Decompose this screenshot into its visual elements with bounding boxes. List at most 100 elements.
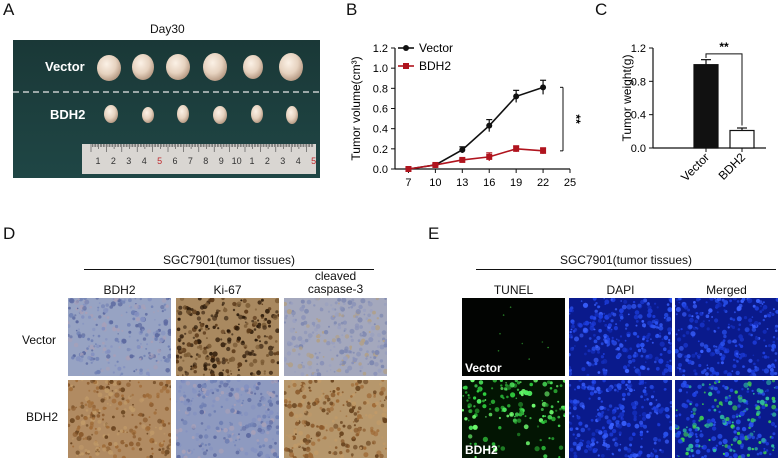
x-tick-label: 19	[510, 177, 522, 189]
panel-d-header-line	[84, 269, 374, 270]
ruler-number: 1	[249, 156, 254, 166]
data-point	[459, 146, 466, 153]
panel-e-header-line	[476, 269, 776, 270]
micrograph-texture	[68, 380, 171, 458]
panel-e-header: SGC7901(tumor tissues)	[559, 253, 693, 267]
y-tick-label: 0.8	[631, 76, 646, 88]
series-line-vector	[408, 86, 544, 170]
x-tick-label: Vector	[678, 150, 712, 184]
legend-marker	[403, 45, 409, 51]
ruler-number: 4	[296, 156, 301, 166]
ruler-number: 8	[203, 156, 208, 166]
panel-e-col-dapi: DAPI	[606, 283, 635, 297]
panel-d-col-ki67: Ki-67	[213, 283, 242, 297]
data-point	[486, 153, 493, 160]
x-tick-label: 10	[429, 177, 441, 189]
significance-stars: **	[569, 114, 583, 124]
y-tick-label: 0.6	[373, 104, 388, 116]
panel-label-a: A	[3, 0, 15, 19]
y-tick-label: 0.4	[631, 110, 646, 122]
x-tick-label: 7	[405, 177, 411, 189]
ruler-number: 6	[172, 156, 177, 166]
bdh2-tumors	[104, 105, 298, 124]
panel-d-col-caspase: cleaved caspase-3	[307, 269, 364, 296]
panel-label-e: E	[428, 224, 440, 243]
data-point	[513, 145, 520, 152]
y-tick-label: 0.4	[373, 124, 388, 136]
y-tick-label: 0.0	[631, 143, 646, 155]
x-tick-label: 22	[537, 177, 549, 189]
y-tick-label: 1.0	[373, 63, 388, 75]
ruler-number: 2	[265, 156, 270, 166]
y-tick-label: 0.2	[373, 144, 388, 156]
micrograph-texture	[675, 380, 778, 458]
data-point	[405, 166, 412, 172]
data-point	[513, 93, 520, 100]
significance-stars: **	[719, 40, 729, 54]
panel-label-d: D	[3, 224, 16, 243]
y-axis-label: Tumor volume(cm³)	[349, 56, 363, 160]
micrograph-texture	[284, 380, 387, 458]
bar-bdh2	[729, 129, 755, 149]
row-label-bdh2: BDH2	[50, 107, 86, 122]
micrograph-texture	[176, 298, 279, 376]
legend-marker	[403, 63, 409, 69]
row-label-vector: Vector	[45, 59, 85, 74]
y-tick-label: 1.2	[373, 43, 388, 55]
panel-e-col-tunel: TUNEL	[493, 283, 534, 297]
tumor-volume-chart: 0.0 0.2 0.4 0.6 0.8 1.0 1.2 7 10 13 16 19 22 25 Tumor …	[349, 41, 583, 189]
ihc-bdh2-caspase	[284, 380, 387, 458]
legend-label: Vector	[419, 41, 453, 55]
y-tick-label: 0.8	[373, 83, 388, 95]
x-tick-label: 16	[483, 177, 495, 189]
micrograph-texture	[569, 298, 672, 376]
merged-bdh2	[675, 380, 778, 458]
ihc-vector-ki67	[176, 298, 279, 376]
panel-d-header: SGC7901(tumor tissues)	[162, 253, 296, 267]
dapi-vector	[569, 298, 672, 376]
y-tick-label: 1.2	[631, 43, 646, 55]
micrograph-texture	[284, 298, 387, 376]
significance-bracket	[705, 53, 743, 126]
micrograph-texture	[68, 298, 171, 376]
panel-e-col-merged: Merged	[706, 283, 747, 297]
micrograph-texture	[497, 306, 549, 360]
micrograph-texture	[675, 298, 778, 376]
tunel-bdh2: BDH2	[462, 380, 565, 458]
ruler-number: 9	[219, 156, 224, 166]
vector-tumors	[97, 53, 303, 81]
y-tick-label: 0.0	[373, 164, 388, 176]
tunel-overlay-bdh2: BDH2	[465, 443, 498, 457]
ruler-number: 3	[280, 156, 285, 166]
ruler-number: 4	[142, 156, 147, 166]
ruler-number: 10	[232, 156, 242, 166]
data-point	[486, 122, 493, 129]
ruler-number: 3	[126, 156, 131, 166]
ruler-number: 5	[157, 156, 162, 166]
data-point	[540, 147, 547, 154]
micrograph-texture	[462, 380, 565, 458]
panel-d-row-vector: Vector	[22, 333, 57, 347]
x-tick-label: 13	[456, 177, 468, 189]
data-point	[459, 156, 466, 163]
data-point	[432, 161, 439, 168]
x-tick-label: 25	[564, 177, 576, 189]
data-point	[540, 84, 547, 91]
ihc-vector-caspase	[284, 298, 387, 376]
tumor-photo-drawing: 1 2 3 4 5 6 7 8 9 10 1 2 3 4 5	[13, 40, 320, 178]
legend-label: BDH2	[419, 59, 451, 73]
panel-a-title: Day30	[150, 22, 185, 36]
panel-d-row-bdh2: BDH2	[26, 410, 59, 424]
ruler-number: 1	[95, 156, 100, 166]
micrograph-texture	[569, 380, 672, 458]
y-axis-label: Tumor weight(g)	[620, 55, 634, 142]
tumor-photo: 1 2 3 4 5 6 7 8 9 10 1 2 3 4 5 Vector BDH2	[13, 40, 320, 178]
ihc-bdh2-ki67	[176, 380, 279, 458]
bar-vector	[693, 64, 719, 149]
ihc-vector-bdh2	[68, 298, 171, 376]
panel-label-c: C	[595, 0, 608, 19]
ihc-bdh2-bdh2	[68, 380, 171, 458]
panel-label-b: B	[346, 0, 358, 19]
tunel-overlay-vector: Vector	[465, 361, 502, 375]
